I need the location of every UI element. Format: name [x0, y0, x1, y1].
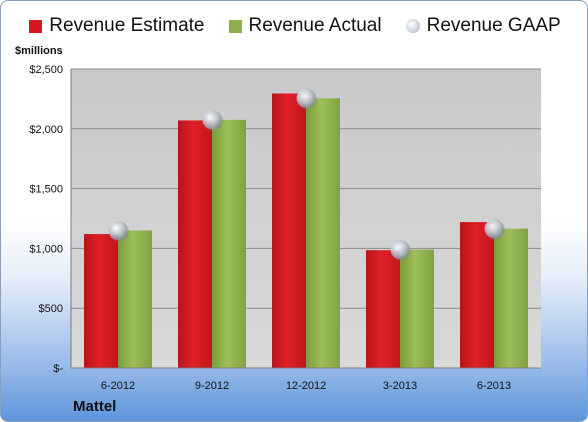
- x-tick-label: 3-2013: [383, 380, 417, 392]
- legend-swatch-revenue-estimate: [29, 19, 43, 33]
- legend-item-revenue-gaap: Revenue GAAP: [405, 15, 561, 37]
- bar-revenue-estimate: [460, 222, 494, 368]
- legend-item-revenue-estimate: Revenue Estimate: [29, 15, 205, 37]
- y-tick-label: $1,000: [29, 243, 63, 255]
- bar-revenue-actual: [212, 119, 246, 368]
- legend-label-revenue-actual: Revenue Actual: [248, 15, 382, 36]
- bar-revenue-actual: [400, 249, 434, 368]
- y-tick-label: $1,500: [29, 184, 63, 196]
- y-tick-label: $2,000: [29, 124, 63, 136]
- company-name: Mattel: [73, 398, 117, 415]
- legend-label-revenue-gaap: Revenue GAAP: [426, 15, 561, 36]
- legend-item-revenue-actual: Revenue Actual: [228, 15, 382, 37]
- bar-revenue-estimate: [84, 234, 118, 368]
- bar-revenue-actual: [118, 230, 152, 368]
- x-tick-label: 12-2012: [286, 380, 326, 392]
- legend-swatch-revenue-actual: [228, 19, 242, 33]
- y-tick-label: $-: [53, 363, 63, 375]
- bar-revenue-actual: [494, 228, 528, 368]
- y-tick-label: $2,500: [29, 64, 63, 76]
- legend-label-revenue-estimate: Revenue Estimate: [49, 15, 205, 36]
- y-axis-unit-label: $millions: [15, 45, 63, 57]
- marker-revenue-gaap: [202, 110, 222, 130]
- bar-revenue-estimate: [272, 93, 306, 368]
- x-tick-label: 6-2012: [101, 380, 135, 392]
- marker-revenue-gaap: [484, 219, 504, 239]
- bar-revenue-estimate: [366, 250, 400, 368]
- marker-revenue-gaap: [296, 88, 316, 108]
- marker-revenue-gaap: [390, 240, 410, 260]
- x-tick-label: 6-2013: [477, 380, 511, 392]
- chart-legend: Revenue Estimate Revenue Actual Revenue …: [1, 15, 587, 37]
- x-tick-label: 9-2012: [195, 380, 229, 392]
- legend-swatch-revenue-gaap: [405, 19, 420, 33]
- bar-revenue-estimate: [178, 120, 212, 368]
- y-tick-label: $500: [39, 303, 63, 315]
- marker-revenue-gaap: [108, 220, 128, 240]
- bar-revenue-actual: [306, 98, 340, 368]
